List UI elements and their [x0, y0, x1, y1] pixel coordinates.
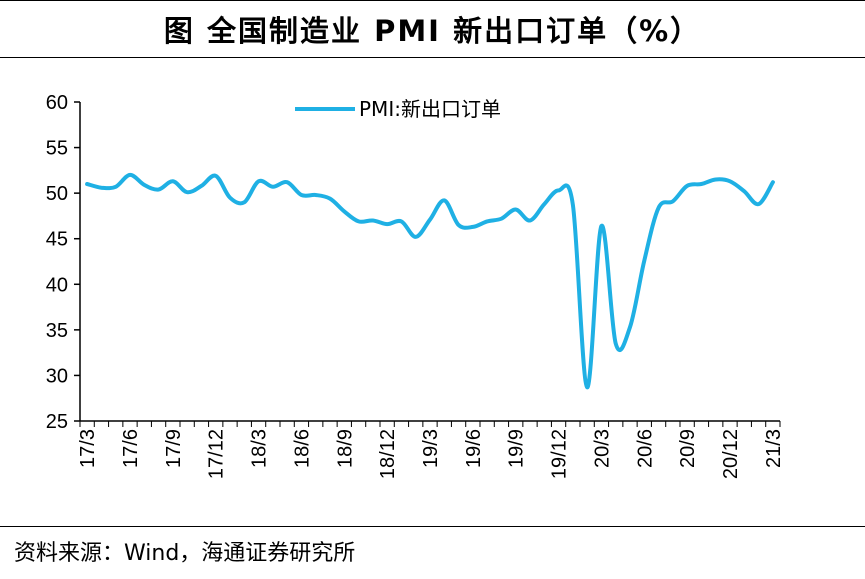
source-note: 资料来源：Wind，海通证券研究所 — [14, 541, 356, 566]
x-tick-label: 18/12 — [377, 429, 399, 479]
x-tick-label: 19/9 — [506, 429, 528, 468]
chart-legend: PMI:新出口订单 — [295, 97, 501, 121]
x-tick-label: 19/3 — [420, 429, 442, 468]
x-tick-label: 20/3 — [591, 429, 613, 468]
x-tick-label: 18/6 — [291, 429, 313, 468]
y-tick-label: 55 — [46, 138, 68, 160]
x-tick-label: 17/6 — [120, 429, 142, 468]
y-tick-label: 45 — [46, 229, 68, 251]
y-tick-label: 50 — [46, 183, 68, 205]
chart-axes: 25 30 35 40 45 50 55 60 17/3 17/6 17/9 17/12 18/3 18/… — [46, 92, 785, 479]
x-tick-label: 19/12 — [549, 429, 571, 479]
x-tick-label: 19/6 — [463, 429, 485, 468]
line-chart: 25 30 35 40 45 50 55 60 17/3 17/6 17/9 17/12 18/3 18/… — [46, 92, 785, 479]
title-rule — [0, 57, 865, 58]
y-tick-label: 40 — [46, 274, 68, 296]
series-line — [85, 172, 775, 390]
y-tick-label: 30 — [46, 365, 68, 387]
plot-area — [85, 172, 775, 390]
x-tick-label: 18/3 — [249, 429, 271, 468]
x-tick-label: 17/9 — [163, 429, 185, 468]
x-tick-label: 20/12 — [720, 429, 742, 479]
x-tick-label: 17/12 — [206, 429, 228, 479]
x-tick-label: 20/9 — [677, 429, 699, 468]
x-tick-label: 18/9 — [334, 429, 356, 468]
x-tick-label: 21/3 — [763, 429, 785, 468]
x-tick-label: 17/3 — [77, 429, 99, 468]
y-tick-label: 35 — [46, 320, 68, 342]
top-rule — [0, 0, 865, 1]
chart-title: 图 全国制造业 PMI 新出口订单（%） — [163, 14, 702, 48]
x-tick-label: 20/6 — [634, 429, 656, 468]
legend-label: PMI:新出口订单 — [359, 97, 501, 121]
y-tick-label: 25 — [46, 411, 68, 433]
bottom-rule — [0, 526, 865, 527]
y-tick-label: 60 — [46, 92, 68, 114]
